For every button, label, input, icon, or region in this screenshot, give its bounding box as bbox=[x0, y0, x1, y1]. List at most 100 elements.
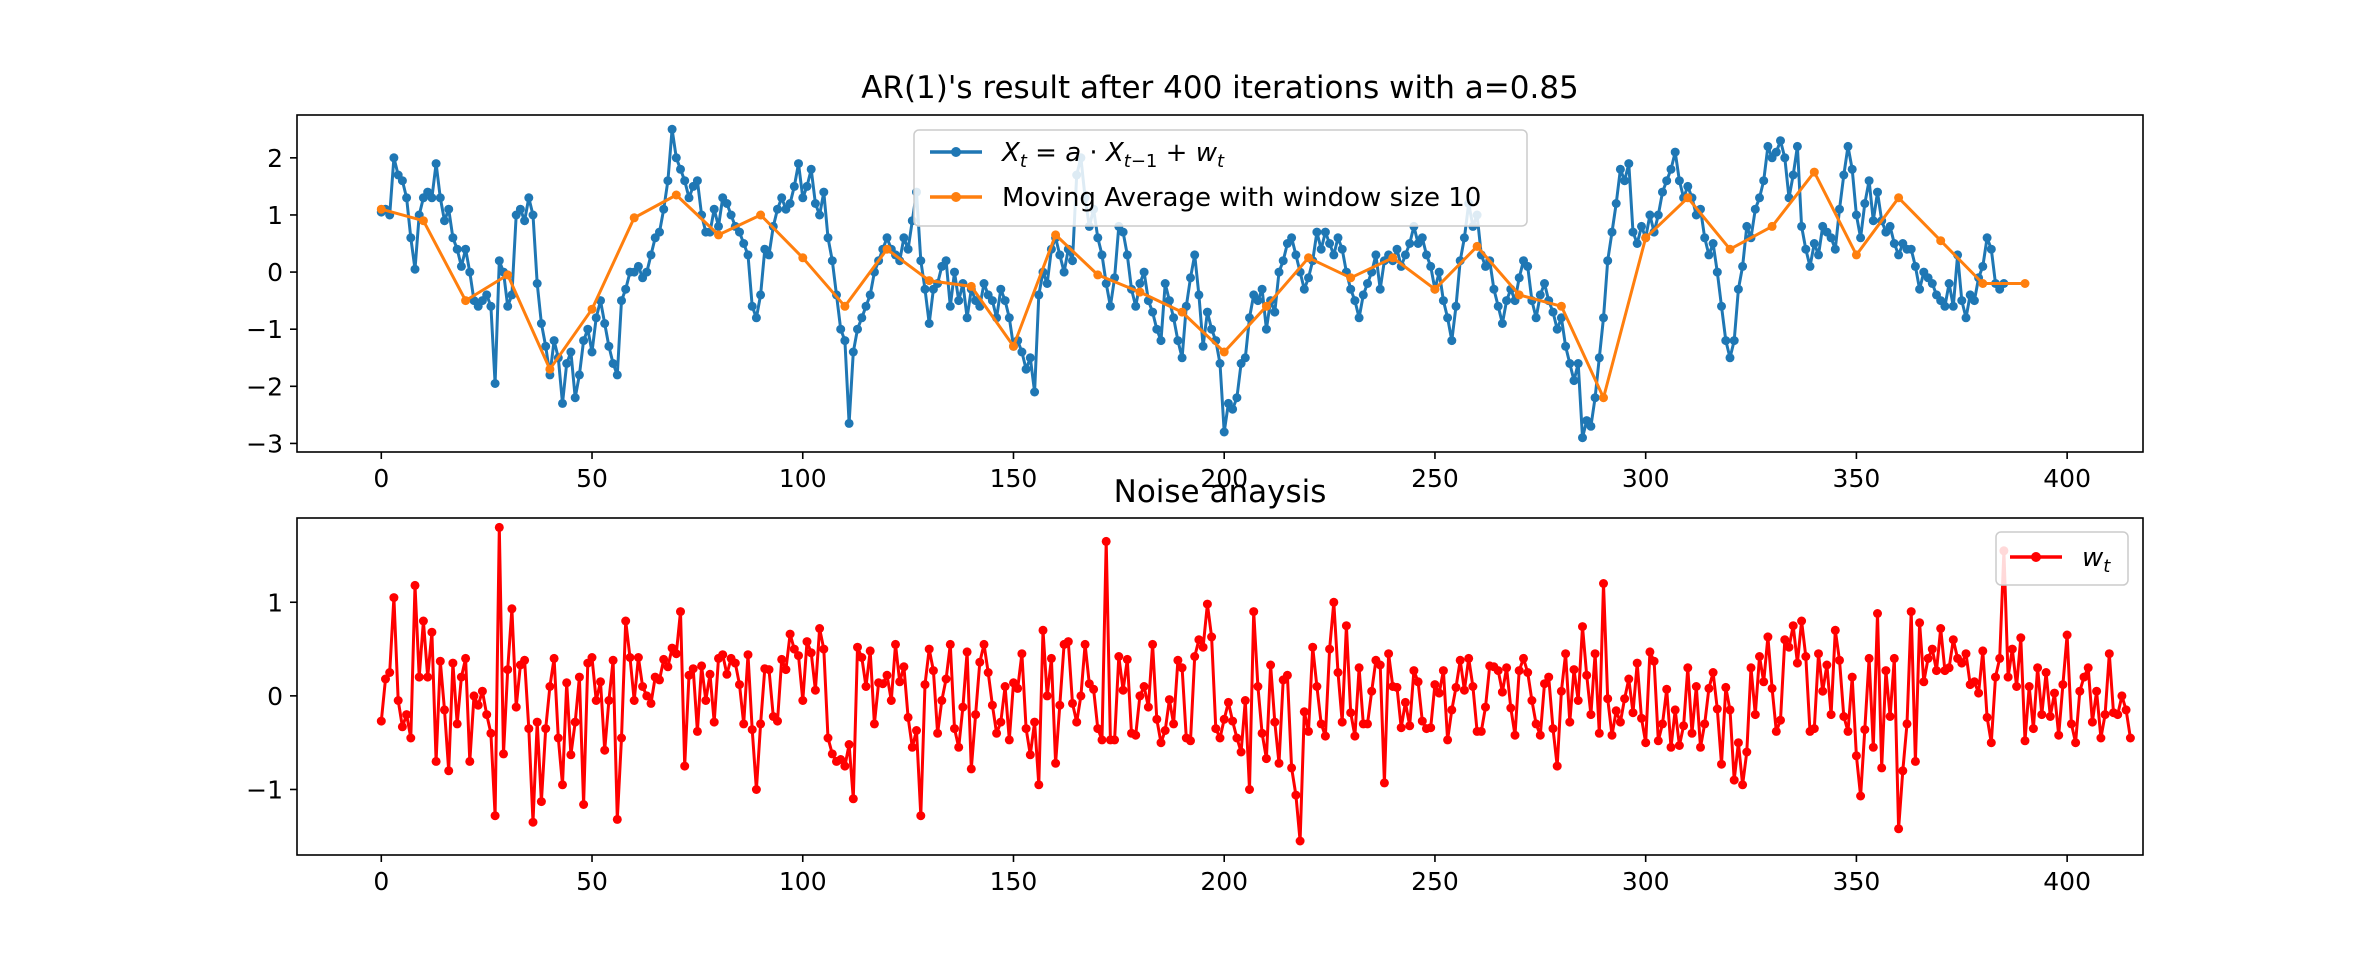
ar-process-plot bbox=[376, 124, 2030, 443]
noise-series-0-point bbox=[1523, 668, 1533, 677]
noise-series-0-point bbox=[983, 668, 993, 677]
noise-series-0-point bbox=[844, 740, 854, 749]
ar-series-0-point bbox=[823, 233, 833, 243]
ar-series-0-point bbox=[1792, 141, 1802, 151]
ar-series-0-point bbox=[452, 244, 462, 254]
ar-series-0-point bbox=[1573, 359, 1583, 368]
ar-series-1-point bbox=[1809, 167, 1819, 177]
ar-series-0-point bbox=[490, 379, 500, 388]
noise-series-0-point bbox=[1354, 663, 1364, 673]
ar-series-0-point bbox=[482, 290, 492, 300]
noise-series-0-point bbox=[966, 764, 976, 774]
noise-series-0-point bbox=[2087, 717, 2097, 727]
noise-series-0-point bbox=[730, 658, 740, 668]
ar-series-0-point bbox=[1851, 210, 1861, 220]
noise-series-0-point bbox=[1822, 660, 1832, 670]
noise-series-0-point bbox=[1493, 666, 1503, 676]
ar-series-1-point bbox=[1177, 307, 1187, 317]
ar-series-1-point bbox=[966, 281, 976, 291]
noise-series-0-point bbox=[562, 678, 572, 688]
noise-series-0-point bbox=[1767, 683, 1777, 693]
ar-series-0-point bbox=[642, 267, 652, 277]
ar-series-0-point bbox=[574, 370, 584, 380]
noise-series-0-point bbox=[1708, 668, 1718, 677]
ar-series-0-point bbox=[819, 187, 829, 197]
noise-series-0-point bbox=[671, 649, 681, 659]
ar-series-0-point bbox=[1649, 227, 1659, 237]
noise-plot bbox=[376, 522, 2135, 846]
noise-series-0-point bbox=[1274, 758, 1284, 768]
noise-x-tick-label: 50 bbox=[576, 867, 608, 896]
noise-series-0-point bbox=[1611, 706, 1621, 716]
noise-series-0-point bbox=[747, 725, 757, 735]
noise-series-0-point bbox=[1384, 649, 1394, 659]
ar-series-0-point bbox=[621, 284, 631, 294]
ar-series-0-point bbox=[1177, 353, 1187, 363]
ar-series-0-point bbox=[1278, 256, 1288, 266]
noise-series-0-point bbox=[1312, 682, 1322, 691]
ar-series-0-point bbox=[853, 324, 862, 334]
ar-series-0-point bbox=[1139, 267, 1149, 277]
noise-series-0-point bbox=[1603, 694, 1613, 704]
noise-series-0-point bbox=[1215, 733, 1225, 743]
noise-series-0-point bbox=[2104, 649, 2114, 659]
noise-series-0-point bbox=[853, 642, 862, 652]
ar-series-1-point bbox=[1388, 253, 1398, 263]
ar-series-0-point bbox=[1565, 359, 1575, 368]
noise-series-0-point bbox=[1628, 708, 1638, 718]
ar-series-0-point bbox=[1986, 244, 1996, 254]
noise-series-0-point bbox=[1363, 719, 1372, 729]
ar-series-0-point bbox=[536, 319, 546, 328]
ar-series-1-point bbox=[1514, 290, 1524, 300]
noise-series-0-point bbox=[1717, 759, 1726, 769]
noise-series-0-point bbox=[1169, 719, 1179, 729]
noise-series-0-point bbox=[638, 682, 648, 691]
ar-series-0-point bbox=[1615, 164, 1625, 174]
noise-series-0-point bbox=[692, 726, 702, 736]
ar-series-0-point bbox=[1712, 267, 1722, 277]
ar-series-0-point bbox=[743, 250, 753, 260]
ar-series-0-point bbox=[1708, 239, 1718, 248]
ar-series-0-point bbox=[1261, 324, 1271, 334]
noise-series-0-point bbox=[1400, 697, 1410, 707]
noise-series-0-point bbox=[1700, 719, 1710, 729]
ar-series-0-point bbox=[1599, 313, 1608, 323]
noise-series-0-point bbox=[987, 700, 997, 710]
noise-series-0-point bbox=[494, 522, 504, 532]
ar-series-0-point bbox=[1674, 176, 1684, 186]
noise-series-0-point bbox=[406, 733, 416, 743]
noise-series-0-point bbox=[1961, 649, 1971, 659]
noise-series-0-point bbox=[1624, 674, 1634, 684]
ar-series-0-point bbox=[1207, 324, 1217, 334]
ar-series-0-point bbox=[1535, 290, 1545, 300]
ar-series-1-point bbox=[756, 210, 766, 220]
ar-series-0-point bbox=[827, 256, 837, 266]
ar-series-0-point bbox=[1662, 176, 1672, 186]
ar-series-0-point bbox=[1750, 204, 1760, 214]
noise-series-0-point bbox=[1426, 723, 1436, 733]
noise-series-0-point bbox=[1405, 721, 1415, 731]
ar-series-0-point bbox=[1569, 376, 1579, 386]
noise-series-0-point bbox=[924, 644, 934, 654]
noise-series-0-point bbox=[1148, 639, 1158, 649]
noise-series-0-point bbox=[600, 745, 610, 755]
noise-series-0-point bbox=[418, 616, 428, 626]
ar-series-0-point bbox=[1552, 324, 1562, 334]
noise-series-0-point bbox=[2037, 710, 2047, 720]
noise-series-0-point bbox=[566, 750, 576, 760]
noise-series-0-point bbox=[1679, 721, 1689, 731]
noise-series-0-point bbox=[1367, 686, 1377, 696]
ar-series-0-point bbox=[1232, 393, 1242, 403]
ar-series-0-point bbox=[1148, 307, 1158, 317]
ar-series-0-point bbox=[684, 193, 694, 203]
noise-series-0-point bbox=[503, 665, 513, 675]
ar-series-0-point bbox=[1291, 250, 1301, 260]
noise-series-0-point bbox=[945, 639, 955, 649]
ar-series-1-point bbox=[1851, 250, 1861, 260]
noise-series-0-point bbox=[1438, 666, 1448, 676]
ar-series-0-point bbox=[1948, 301, 1958, 311]
ar-series-0-point bbox=[532, 279, 542, 288]
noise-series-0-point bbox=[2121, 705, 2131, 715]
noise-series-0-point bbox=[646, 698, 656, 708]
ar-series-1-point bbox=[376, 204, 386, 214]
